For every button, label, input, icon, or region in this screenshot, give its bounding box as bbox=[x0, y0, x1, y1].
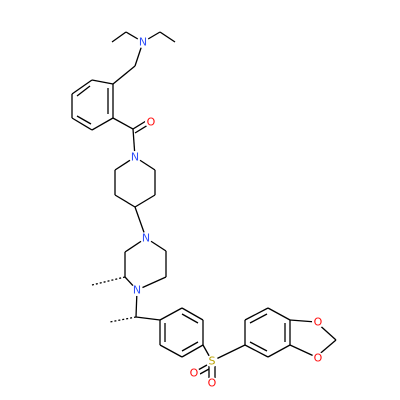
atom-label: S bbox=[209, 355, 216, 368]
atom-label: O bbox=[147, 116, 156, 129]
atom-label: O bbox=[208, 377, 217, 390]
bonds bbox=[71, 31, 337, 378]
atom-label: O bbox=[190, 367, 199, 380]
atom-label: N bbox=[139, 36, 147, 49]
atom-label: N bbox=[133, 284, 141, 297]
atom-label: O bbox=[314, 352, 323, 365]
atom-label: O bbox=[314, 316, 323, 329]
atom-labels: N O N N N S O O O O bbox=[129, 36, 324, 390]
atom-label: N bbox=[131, 151, 139, 164]
atom-label: N bbox=[142, 232, 150, 245]
